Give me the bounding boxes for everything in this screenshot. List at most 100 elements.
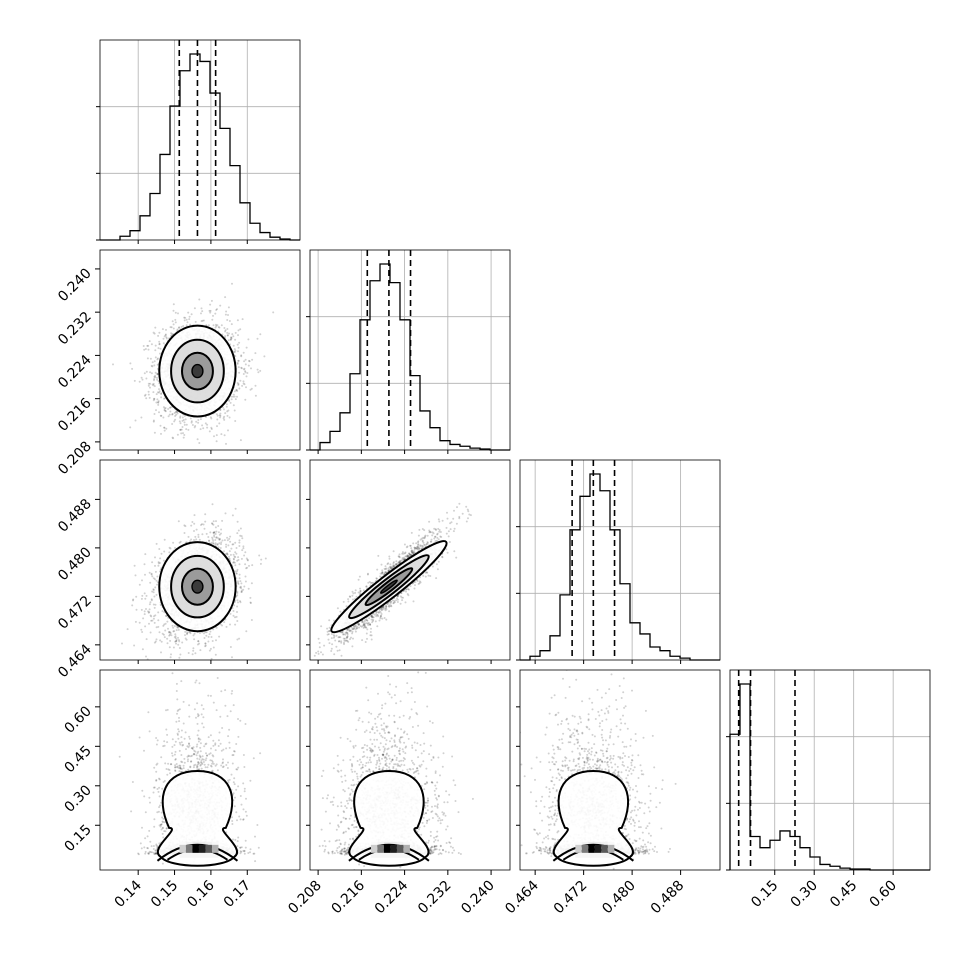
scatter-point (199, 632, 201, 634)
scatter-point (245, 576, 247, 578)
scatter-point (190, 525, 192, 527)
scatter-point (225, 512, 227, 514)
scatter-point (151, 365, 153, 367)
density-panel-2-0 (100, 460, 300, 667)
scatter-point (140, 629, 142, 631)
scatter-point (154, 642, 156, 644)
scatter-point (154, 376, 156, 378)
scatter-point (219, 305, 221, 307)
density-panel-2-1 (307, 460, 510, 662)
scatter-point (174, 547, 176, 549)
scatter-point (156, 379, 158, 381)
scatter-point (164, 539, 166, 541)
scatter-point (246, 347, 248, 349)
scatter-point (166, 638, 168, 640)
scatter-point (175, 321, 177, 323)
scatter-point (219, 413, 221, 415)
scatter-point (217, 544, 219, 546)
scatter-point (226, 537, 228, 539)
scatter-point (190, 539, 192, 541)
scatter-point (236, 620, 238, 622)
scatter-point (227, 544, 229, 546)
scatter-point (254, 352, 256, 354)
scatter-point (214, 544, 216, 546)
scatter-point (210, 648, 212, 650)
scatter-point (160, 396, 162, 398)
scatter-point (183, 434, 185, 436)
scatter-point (147, 610, 149, 612)
scatter-point (135, 420, 137, 422)
scatter-point (198, 536, 200, 538)
scatter-point (218, 636, 220, 638)
scatter-point (236, 573, 238, 575)
scatter-point (158, 332, 160, 334)
scatter-point (215, 533, 217, 535)
scatter-point (187, 321, 189, 323)
scatter-point (244, 370, 246, 372)
scatter-point (160, 651, 162, 653)
scatter-point (180, 429, 182, 431)
scatter-point (249, 597, 251, 599)
scatter-point (197, 419, 199, 421)
scatter-point (234, 551, 236, 553)
scatter-point (236, 547, 238, 549)
scatter-point (193, 530, 195, 532)
scatter-point (158, 388, 160, 390)
scatter-point (241, 385, 243, 387)
scatter-point (146, 371, 148, 373)
scatter-point (201, 523, 203, 525)
scatter-point (201, 307, 203, 309)
scatter-point (224, 434, 226, 436)
scatter-point (157, 401, 159, 403)
scatter-point (211, 522, 213, 524)
scatter-point (156, 584, 158, 586)
scatter-point (240, 439, 242, 441)
scatter-point (233, 394, 235, 396)
scatter-point (154, 586, 156, 588)
scatter-point (257, 369, 259, 371)
scatter-point (144, 372, 146, 374)
scatter-point (260, 559, 262, 561)
scatter-point (248, 565, 250, 567)
scatter-point (157, 565, 159, 567)
scatter-point (169, 411, 171, 413)
scatter-point (182, 432, 184, 434)
scatter-point (158, 548, 160, 550)
scatter-point (144, 395, 146, 397)
scatter-point (235, 508, 237, 510)
scatter-point (218, 422, 220, 424)
scatter-point (155, 356, 157, 358)
scatter-point (144, 625, 146, 627)
scatter-point (170, 634, 172, 636)
scatter-point (187, 429, 189, 431)
scatter-point (238, 366, 240, 368)
scatter-point (250, 602, 252, 604)
scatter-point (259, 333, 261, 335)
scatter-point (170, 406, 172, 408)
scatter-point (237, 384, 239, 386)
scatter-point (175, 635, 177, 637)
scatter-point (218, 663, 220, 665)
scatter-point (229, 536, 231, 538)
scatter-point (234, 562, 236, 564)
scatter-point (154, 578, 156, 580)
scatter-point (170, 326, 172, 328)
scatter-point (159, 390, 161, 392)
scatter-point (163, 427, 165, 429)
scatter-point (215, 537, 217, 539)
scatter-point (238, 342, 240, 344)
scatter-point (204, 528, 206, 530)
scatter-point (165, 428, 167, 430)
scatter-point (192, 650, 194, 652)
scatter-point (193, 638, 195, 640)
scatter-point (151, 599, 153, 601)
scatter-point (156, 393, 158, 395)
scatter-point (153, 618, 155, 620)
scatter-point (184, 319, 186, 321)
scatter-point (132, 599, 134, 601)
scatter-point (207, 536, 209, 538)
scatter-point (216, 419, 218, 421)
scatter-point (157, 335, 159, 337)
scatter-point (218, 542, 220, 544)
scatter-point (240, 587, 242, 589)
